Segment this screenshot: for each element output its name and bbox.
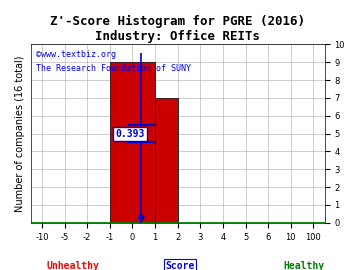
Text: ©www.textbiz.org: ©www.textbiz.org	[36, 50, 116, 59]
Title: Z'-Score Histogram for PGRE (2016)
Industry: Office REITs: Z'-Score Histogram for PGRE (2016) Indus…	[50, 15, 305, 43]
Text: Score: Score	[165, 261, 195, 270]
Bar	[110, 62, 155, 223]
Text: Healthy: Healthy	[283, 261, 324, 270]
Text: Unhealthy: Unhealthy	[47, 261, 100, 270]
Bar	[155, 98, 178, 223]
Text: 0.393: 0.393	[115, 129, 145, 139]
Y-axis label: Number of companies (16 total): Number of companies (16 total)	[15, 55, 25, 212]
Text: The Research Foundation of SUNY: The Research Foundation of SUNY	[36, 64, 192, 73]
